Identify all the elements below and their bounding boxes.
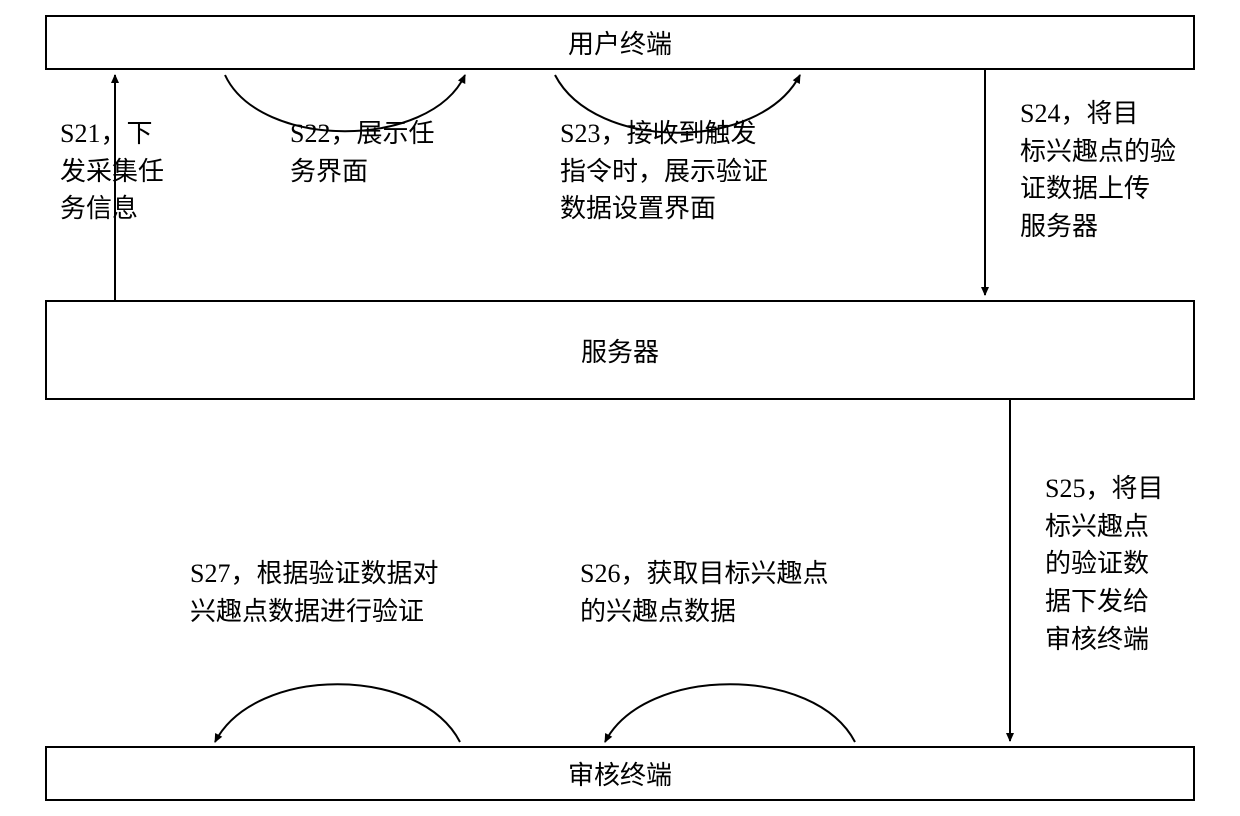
arrow-s27 — [215, 684, 460, 742]
step-s24-label: S24，将目 标兴趣点的验 证数据上传 服务器 — [1020, 95, 1176, 246]
step-s26-label: S26，获取目标兴趣点 的兴趣点数据 — [580, 555, 828, 630]
arrow-s26 — [605, 684, 855, 742]
node-server-label: 服务器 — [581, 332, 659, 369]
step-s25-label: S25，将目 标兴趣点 的验证数 据下发给 审核终端 — [1045, 470, 1163, 658]
node-user-terminal: 用户终端 — [45, 15, 1195, 70]
diagram-canvas: 用户终端 服务器 审核终端 S21，下 发采集任 务信息 S22，展示任 务界面… — [0, 0, 1240, 816]
node-user-terminal-label: 用户终端 — [568, 24, 672, 61]
step-s27-label: S27，根据验证数据对 兴趣点数据进行验证 — [190, 555, 438, 630]
node-server: 服务器 — [45, 300, 1195, 400]
node-review-terminal: 审核终端 — [45, 746, 1195, 801]
step-s23-label: S23，接收到触发 指令时，展示验证 数据设置界面 — [560, 115, 768, 228]
node-review-terminal-label: 审核终端 — [568, 755, 672, 792]
step-s22-label: S22，展示任 务界面 — [290, 115, 434, 190]
step-s21-label: S21，下 发采集任 务信息 — [60, 115, 164, 228]
